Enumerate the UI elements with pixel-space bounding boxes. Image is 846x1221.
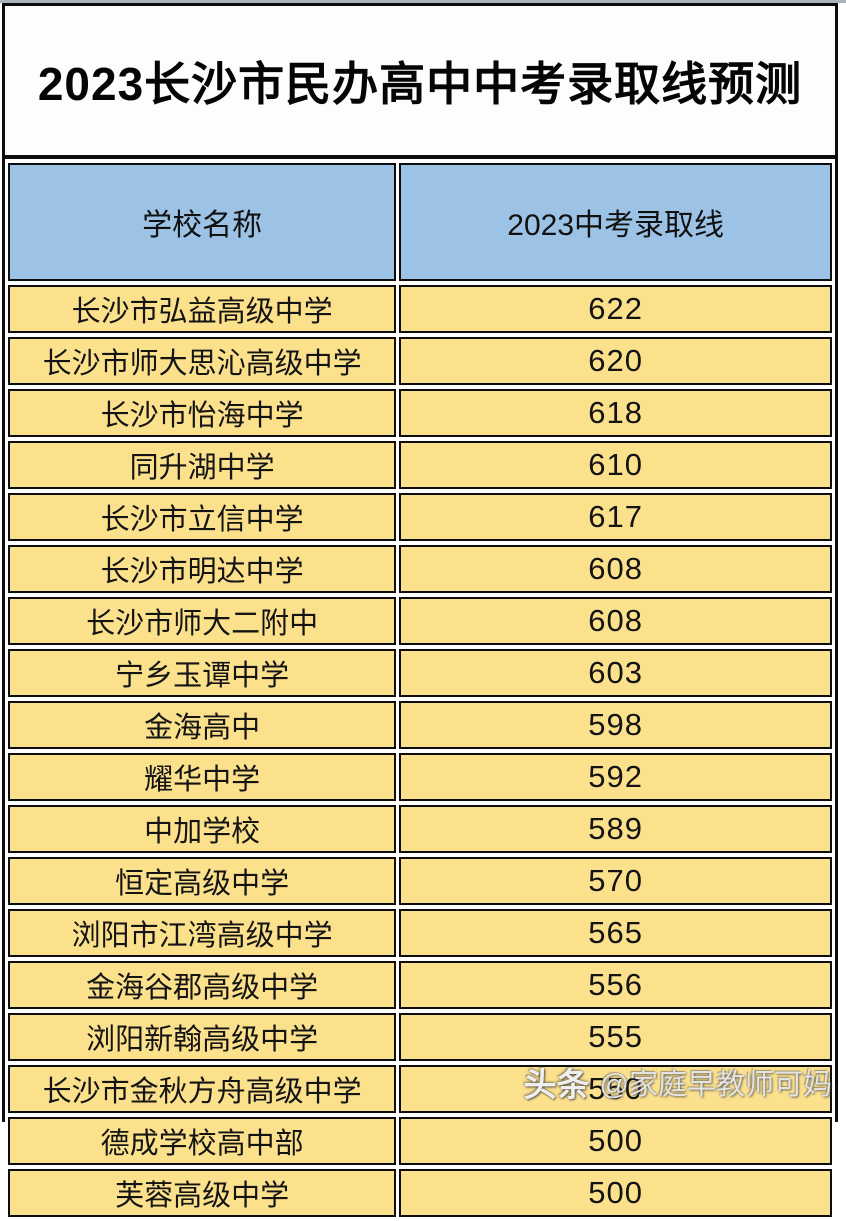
screenshot-top-edge [0,0,846,3]
score-cell: 617 [399,493,832,541]
school-cell: 浏阳新翰高级中学 [8,1013,397,1061]
school-cell: 长沙市师大二附中 [8,597,397,645]
score-cell: 598 [399,701,832,749]
score-cell: 500 [399,1117,832,1165]
score-cell: 555 [399,1013,832,1061]
school-cell: 长沙市怡海中学 [8,389,397,437]
table-row: 同升湖中学 610 [8,441,832,489]
table-row: 宁乡玉谭中学 603 [8,649,832,697]
column-header-school: 学校名称 [8,163,397,281]
score-cell: 622 [399,285,832,333]
table-row: 长沙市金秋方舟高级中学 550 [8,1065,832,1113]
score-cell: 603 [399,649,832,697]
table-row: 金海谷郡高级中学 556 [8,961,832,1009]
table-row: 长沙市弘益高级中学 622 [8,285,832,333]
admission-score-table: 学校名称 2023中考录取线 长沙市弘益高级中学 622 长沙市师大思沁高级中学… [5,159,835,1221]
score-cell: 608 [399,545,832,593]
table-header-row: 学校名称 2023中考录取线 [8,163,832,281]
school-cell: 中加学校 [8,805,397,853]
school-cell: 长沙市师大思沁高级中学 [8,337,397,385]
table-row: 芙蓉高级中学 500 [8,1169,832,1217]
table-row: 浏阳新翰高级中学 555 [8,1013,832,1061]
score-cell: 610 [399,441,832,489]
school-cell: 金海谷郡高级中学 [8,961,397,1009]
school-cell: 长沙市立信中学 [8,493,397,541]
school-cell: 宁乡玉谭中学 [8,649,397,697]
table-row: 德成学校高中部 500 [8,1117,832,1165]
prediction-table-sheet: 2023长沙市民办高中中考录取线预测 学校名称 2023中考录取线 长沙市弘益高… [2,3,838,1221]
score-cell: 556 [399,961,832,1009]
table-body: 长沙市弘益高级中学 622 长沙市师大思沁高级中学 620 长沙市怡海中学 61… [8,285,832,1217]
school-cell: 长沙市弘益高级中学 [8,285,397,333]
page-title: 2023长沙市民办高中中考录取线预测 [37,57,803,110]
table-row: 长沙市明达中学 608 [8,545,832,593]
school-cell: 芙蓉高级中学 [8,1169,397,1217]
score-cell: 500 [399,1169,832,1217]
table-title-block: 2023长沙市民办高中中考录取线预测 [5,6,835,159]
score-cell: 550 [399,1065,832,1113]
school-cell: 德成学校高中部 [8,1117,397,1165]
school-cell: 金海高中 [8,701,397,749]
table-row: 恒定高级中学 570 [8,857,832,905]
score-cell: 592 [399,753,832,801]
school-cell: 长沙市金秋方舟高级中学 [8,1065,397,1113]
school-cell: 恒定高级中学 [8,857,397,905]
score-cell: 570 [399,857,832,905]
school-cell: 同升湖中学 [8,441,397,489]
score-cell: 608 [399,597,832,645]
score-cell: 589 [399,805,832,853]
school-cell: 浏阳市江湾高级中学 [8,909,397,957]
score-cell: 620 [399,337,832,385]
school-cell: 耀华中学 [8,753,397,801]
table-row: 中加学校 589 [8,805,832,853]
table-row: 长沙市师大二附中 608 [8,597,832,645]
table-row: 长沙市怡海中学 618 [8,389,832,437]
table-row: 长沙市师大思沁高级中学 620 [8,337,832,385]
table-row: 浏阳市江湾高级中学 565 [8,909,832,957]
score-cell: 618 [399,389,832,437]
table-row: 耀华中学 592 [8,753,832,801]
score-cell: 565 [399,909,832,957]
school-cell: 长沙市明达中学 [8,545,397,593]
table-row: 金海高中 598 [8,701,832,749]
table-row: 长沙市立信中学 617 [8,493,832,541]
column-header-score: 2023中考录取线 [399,163,832,281]
